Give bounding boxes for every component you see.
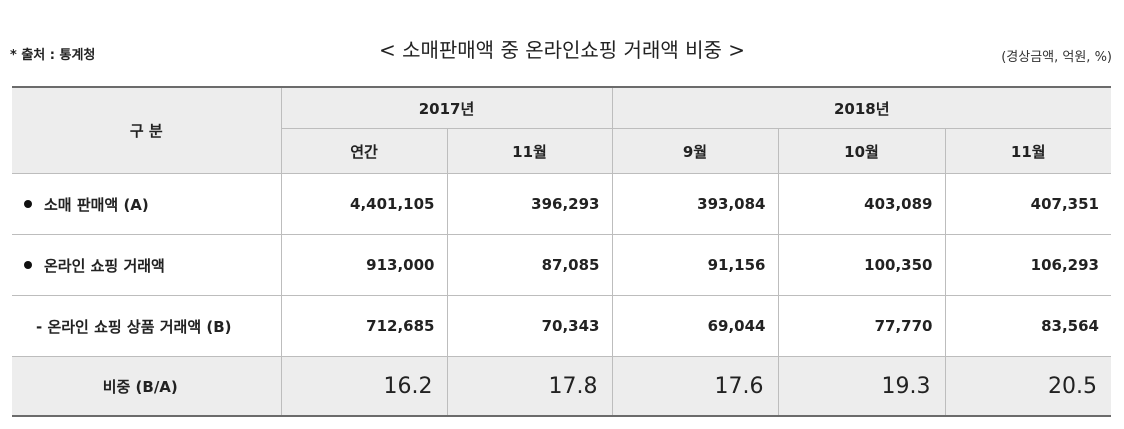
table-row-retail-sales: 소매 판매액 (A) 4,401,105 396,293 393,084 403… <box>12 173 1111 235</box>
month-header: 9월 <box>611 128 779 174</box>
table-cell: 83,564 <box>944 295 1111 357</box>
row-label-text: 소매 판매액 (A) <box>44 195 149 214</box>
row-label: - 온라인 쇼핑 상품 거래액 (B) <box>12 295 282 357</box>
table-cell: 87,085 <box>446 234 613 296</box>
ratio-cell: 20.5 <box>944 356 1111 417</box>
header-row-months: 연간 11월 9월 10월 11월 <box>12 128 1111 174</box>
table-cell: 106,293 <box>944 234 1111 296</box>
row-label: 온라인 쇼핑 거래액 <box>12 234 282 296</box>
table-row-online-goods: - 온라인 쇼핑 상품 거래액 (B) 712,685 70,343 69,04… <box>12 295 1111 357</box>
table-cell: 4,401,105 <box>280 173 448 235</box>
bullet-icon <box>24 200 32 208</box>
month-header: 11월 <box>446 128 613 174</box>
unit-note: (경상금액, 억원, %) <box>1001 50 1112 65</box>
source-note: * 출처 : 통계청 <box>10 48 96 63</box>
ratio-cell: 16.2 <box>280 356 448 417</box>
table-row-online-shopping: 온라인 쇼핑 거래액 913,000 87,085 91,156 100,350… <box>12 234 1111 296</box>
table-title: < 소매판매액 중 온라인쇼핑 거래액 비중 > <box>378 38 746 62</box>
table-cell: 393,084 <box>611 173 779 235</box>
table-cell: 91,156 <box>611 234 779 296</box>
table-cell: 70,343 <box>446 295 613 357</box>
row-label: 소매 판매액 (A) <box>12 173 282 235</box>
row-label-text: 온라인 쇼핑 거래액 <box>44 256 165 275</box>
corner-header: 구 분 <box>12 86 282 174</box>
month-header: 11월 <box>944 128 1111 174</box>
row-label: 비중 (B/A) <box>12 356 282 417</box>
table-cell: 407,351 <box>944 173 1111 235</box>
table-cell: 712,685 <box>280 295 448 357</box>
table-cell: 77,770 <box>777 295 946 357</box>
table-row-ratio: 비중 (B/A) 16.2 17.8 17.6 19.3 20.5 <box>12 356 1111 417</box>
month-header: 10월 <box>777 128 946 174</box>
year-header-2017: 2017년 <box>280 86 613 129</box>
header: * 출처 : 통계청 < 소매판매액 중 온라인쇼핑 거래액 비중 > (경상금… <box>0 0 1124 80</box>
table-cell: 913,000 <box>280 234 448 296</box>
ratio-cell: 17.6 <box>611 356 779 417</box>
table-cell: 396,293 <box>446 173 613 235</box>
bullet-icon <box>24 261 32 269</box>
table-cell: 100,350 <box>777 234 946 296</box>
data-table: 구 분 2017년 2018년 연간 11월 9월 10월 11월 소매 판매액… <box>12 86 1111 417</box>
ratio-cell: 17.8 <box>446 356 613 417</box>
year-header-2018: 2018년 <box>611 86 1111 129</box>
month-header: 연간 <box>281 128 448 174</box>
table-cell: 403,089 <box>777 173 946 235</box>
header-row-years: 구 분 2017년 2018년 <box>12 86 1111 174</box>
ratio-cell: 19.3 <box>777 356 946 417</box>
table-cell: 69,044 <box>611 295 779 357</box>
